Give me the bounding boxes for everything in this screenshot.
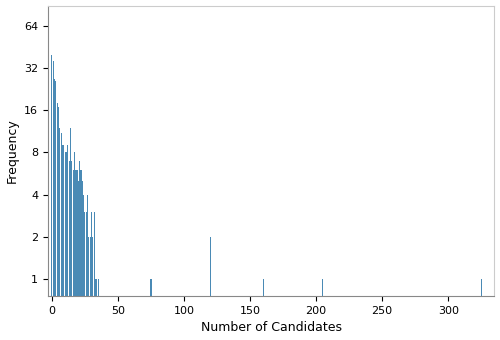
Bar: [95, 279, 96, 340]
Y-axis label: Frequency: Frequency: [6, 118, 18, 183]
Bar: [58, 107, 59, 340]
Bar: [54, 79, 55, 340]
Bar: [71, 160, 72, 340]
Bar: [83, 194, 84, 340]
Bar: [66, 152, 67, 340]
Bar: [80, 170, 82, 340]
Bar: [79, 160, 80, 340]
Bar: [86, 212, 87, 340]
Bar: [90, 237, 91, 340]
Bar: [75, 170, 76, 340]
Bar: [76, 170, 78, 340]
Bar: [150, 279, 152, 340]
X-axis label: Number of Candidates: Number of Candidates: [200, 321, 342, 335]
Bar: [87, 194, 88, 340]
Bar: [56, 103, 58, 340]
Bar: [78, 181, 79, 340]
Bar: [262, 279, 264, 340]
Bar: [82, 181, 83, 340]
Bar: [91, 212, 92, 340]
Bar: [60, 133, 62, 340]
Bar: [480, 279, 482, 340]
Bar: [84, 212, 86, 340]
Bar: [210, 237, 211, 340]
Bar: [64, 152, 66, 340]
Bar: [68, 160, 70, 340]
Bar: [70, 128, 71, 340]
Bar: [62, 145, 63, 340]
Bar: [52, 61, 54, 340]
Bar: [322, 279, 323, 340]
Bar: [88, 237, 90, 340]
Bar: [92, 237, 94, 340]
Bar: [72, 170, 74, 340]
Bar: [96, 279, 98, 340]
Bar: [74, 152, 75, 340]
Bar: [67, 145, 68, 340]
